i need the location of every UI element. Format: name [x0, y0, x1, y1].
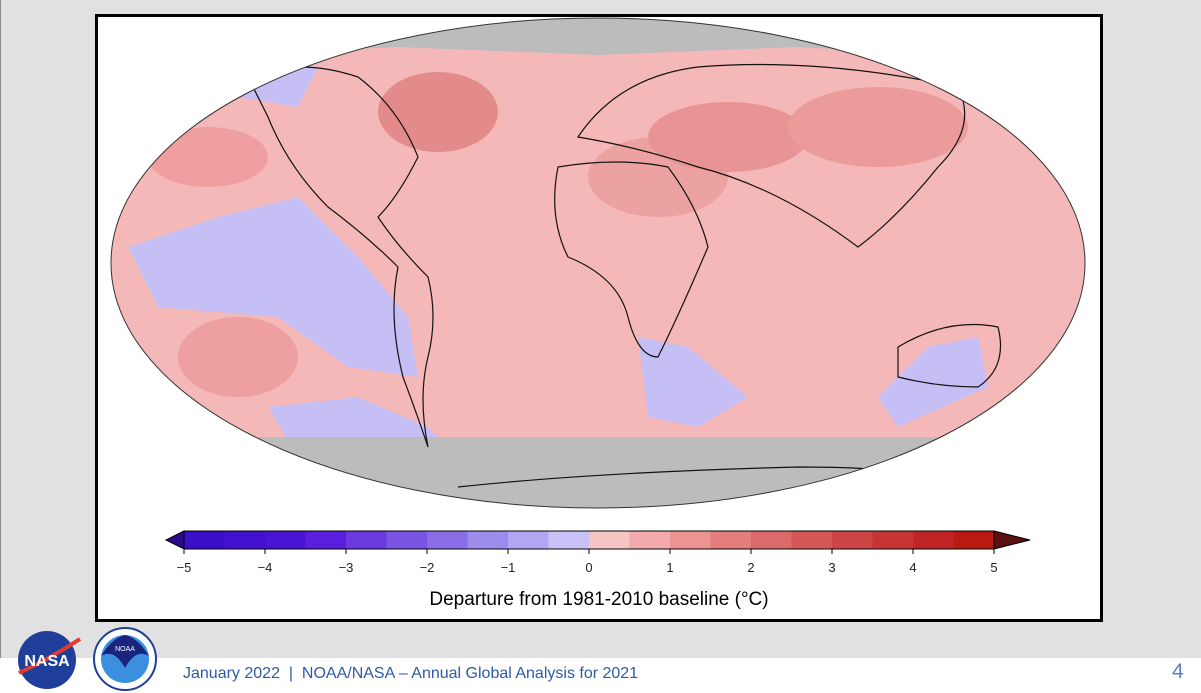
cool-patch-australia	[878, 337, 988, 427]
colorbar-over-arrow	[993, 530, 1031, 550]
coastline-americas	[247, 66, 434, 448]
colorbar-tick-label: −1	[501, 560, 516, 575]
colorbar-segment	[427, 531, 468, 549]
colorbar-segment	[346, 531, 387, 549]
map-figure: −5 −4 −3 −2 −1 0 1 2 3 4 5 Departure from 1981-201…	[95, 14, 1103, 622]
colorbar-tick-label: −4	[258, 560, 273, 575]
nasa-logo: NASA	[18, 631, 82, 689]
coastline-australia	[897, 323, 1002, 388]
page-number: 4	[1172, 660, 1184, 683]
footer-band	[0, 658, 1201, 693]
colorbar-segment	[913, 531, 954, 549]
globe-outline	[110, 17, 1086, 509]
colorbar-segment	[548, 531, 590, 549]
colorbar-segment	[953, 531, 995, 549]
colorbar-segment	[305, 531, 347, 549]
colorbar-title: Departure from 1981-2010 baseline (°C)	[429, 589, 769, 610]
slide-edge	[0, 0, 1, 693]
colorbar-tick-label: −5	[177, 560, 192, 575]
warm-patch-canada	[378, 72, 498, 152]
warm-patch-middle-east	[648, 102, 808, 172]
colorbar-segment	[670, 531, 711, 549]
colorbar-tick-label: 0	[585, 560, 592, 575]
colorbar-segment	[832, 531, 873, 549]
colorbar-segment	[872, 531, 914, 549]
colorbar-tick-label: 5	[990, 560, 997, 575]
colorbar-tick-label: 1	[666, 560, 673, 575]
coastline-eurasia	[576, 63, 966, 248]
colorbar-tick-label: −2	[420, 560, 435, 575]
colorbar-tick-label: 4	[909, 560, 916, 575]
svg-text:NOAA: NOAA	[115, 646, 135, 653]
cool-patch-south-atlantic	[638, 337, 748, 427]
coastline-africa	[554, 161, 709, 358]
colorbar-segment	[224, 531, 266, 549]
colorbar-tick-label: −3	[339, 560, 354, 575]
colorbar-segment	[629, 531, 671, 549]
colorbar-segment	[710, 531, 752, 549]
svg-text:NASA: NASA	[24, 653, 70, 670]
colorbar-segment	[791, 531, 833, 549]
warm-patch-north-pacific	[148, 127, 268, 187]
colorbar: −5 −4 −3 −2 −1 0 1 2 3 4 5	[164, 530, 1031, 575]
cool-patch-east-pacific	[128, 197, 418, 377]
colorbar-segment	[589, 531, 630, 549]
warm-patch-south-pacific	[178, 317, 298, 397]
colorbar-segment	[184, 531, 225, 549]
colorbar-segment	[467, 531, 509, 549]
temperature-anomaly-map	[110, 17, 1086, 509]
colorbar-segment	[508, 531, 549, 549]
footer-text: January 2022 | NOAA/NASA – Annual Global…	[183, 665, 639, 682]
colorbar-tick-label: 2	[747, 560, 754, 575]
colorbar-segment	[265, 531, 306, 549]
colorbar-tick-label: 3	[828, 560, 835, 575]
warm-patch-asia	[788, 87, 968, 167]
colorbar-under-arrow	[164, 530, 185, 550]
colorbar-segment	[386, 531, 428, 549]
noaa-logo: NOAA	[93, 627, 157, 691]
colorbar-segment	[751, 531, 792, 549]
